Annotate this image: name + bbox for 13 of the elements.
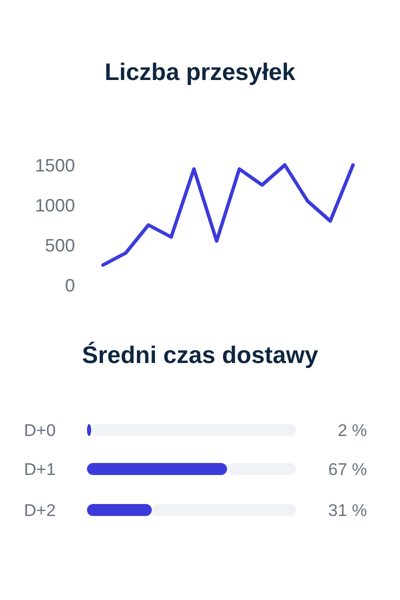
category-label: D+2 (24, 500, 56, 520)
y-tick-label: 1000 (34, 195, 75, 216)
chart-title: Średni czas dostawy (82, 341, 319, 369)
y-tick-label: 0 (64, 275, 75, 296)
data-label: 31 % (328, 500, 367, 520)
y-tick-label: 1500 (34, 155, 75, 176)
y-tick-label: 500 (44, 235, 75, 256)
data-label: 2 % (338, 420, 367, 440)
category-label: D+0 (24, 420, 56, 440)
line-series (101, 163, 355, 267)
category-label: D+1 (24, 460, 56, 479)
chart-title: Liczba przesyłek (104, 59, 296, 86)
data-label: 67 % (328, 460, 367, 479)
